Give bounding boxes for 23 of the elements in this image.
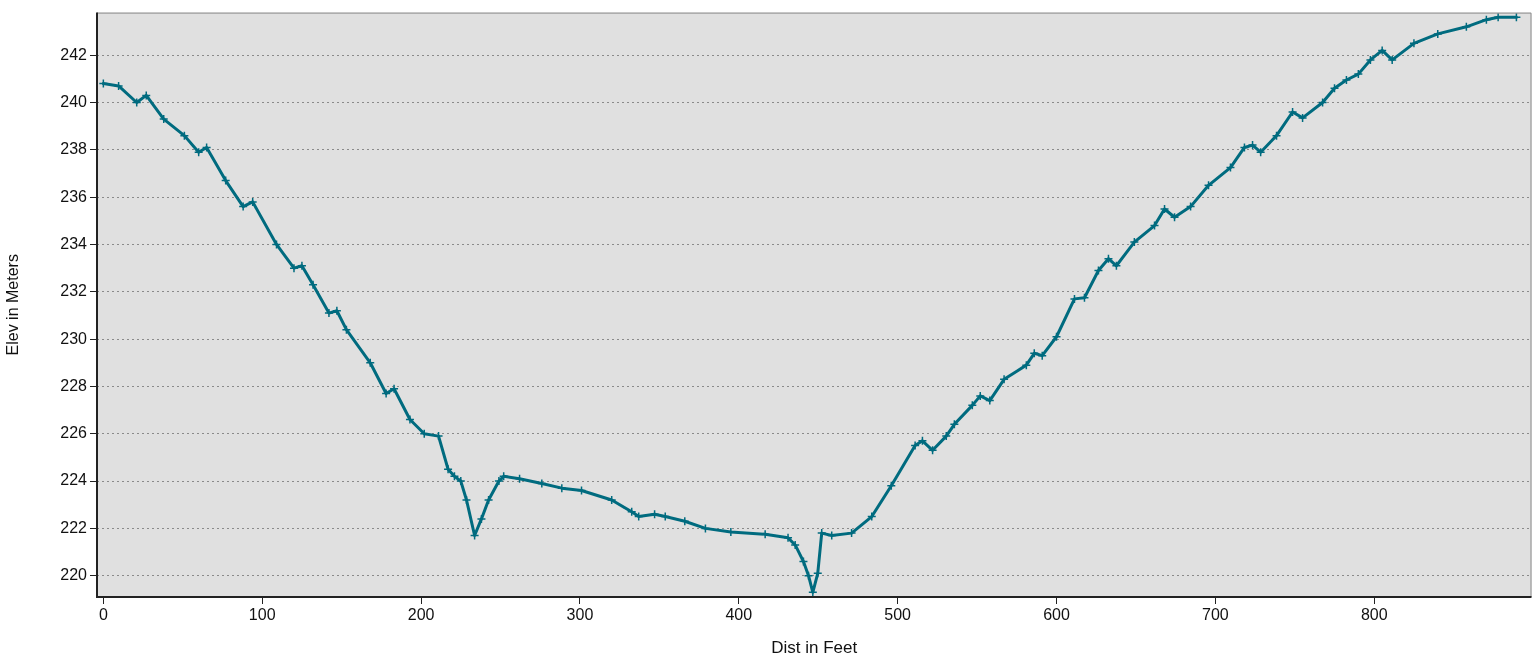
x-tick-label: 600 bbox=[1043, 606, 1070, 624]
x-tick-label: 800 bbox=[1360, 606, 1388, 624]
y-tick-label: 234 bbox=[60, 234, 88, 252]
x-tick-label: 500 bbox=[884, 606, 912, 624]
y-tick-label: 230 bbox=[60, 329, 88, 347]
y-tick-label: 238 bbox=[60, 140, 88, 158]
y-tick-label: 236 bbox=[60, 187, 88, 205]
x-tick-label: 0 bbox=[98, 606, 108, 624]
y-tick-label: 226 bbox=[60, 424, 88, 442]
y-axis-title: Elev in Meters bbox=[4, 254, 22, 356]
x-tick-label: 200 bbox=[407, 606, 435, 624]
y-tick-label: 228 bbox=[60, 376, 88, 394]
x-tick-label: 700 bbox=[1202, 606, 1229, 624]
x-axis-title: Dist in Feet bbox=[771, 638, 858, 658]
y-tick-label: 242 bbox=[60, 45, 88, 63]
y-tick-label: 222 bbox=[60, 518, 88, 536]
y-tick-label: 220 bbox=[60, 566, 88, 584]
y-tick-label: 232 bbox=[60, 282, 88, 300]
x-tick-label: 300 bbox=[566, 606, 594, 624]
x-tick-label: 100 bbox=[248, 606, 276, 624]
y-tick-label: 224 bbox=[60, 471, 88, 489]
x-tick-label: 400 bbox=[725, 606, 753, 624]
y-tick-label: 240 bbox=[60, 92, 88, 110]
